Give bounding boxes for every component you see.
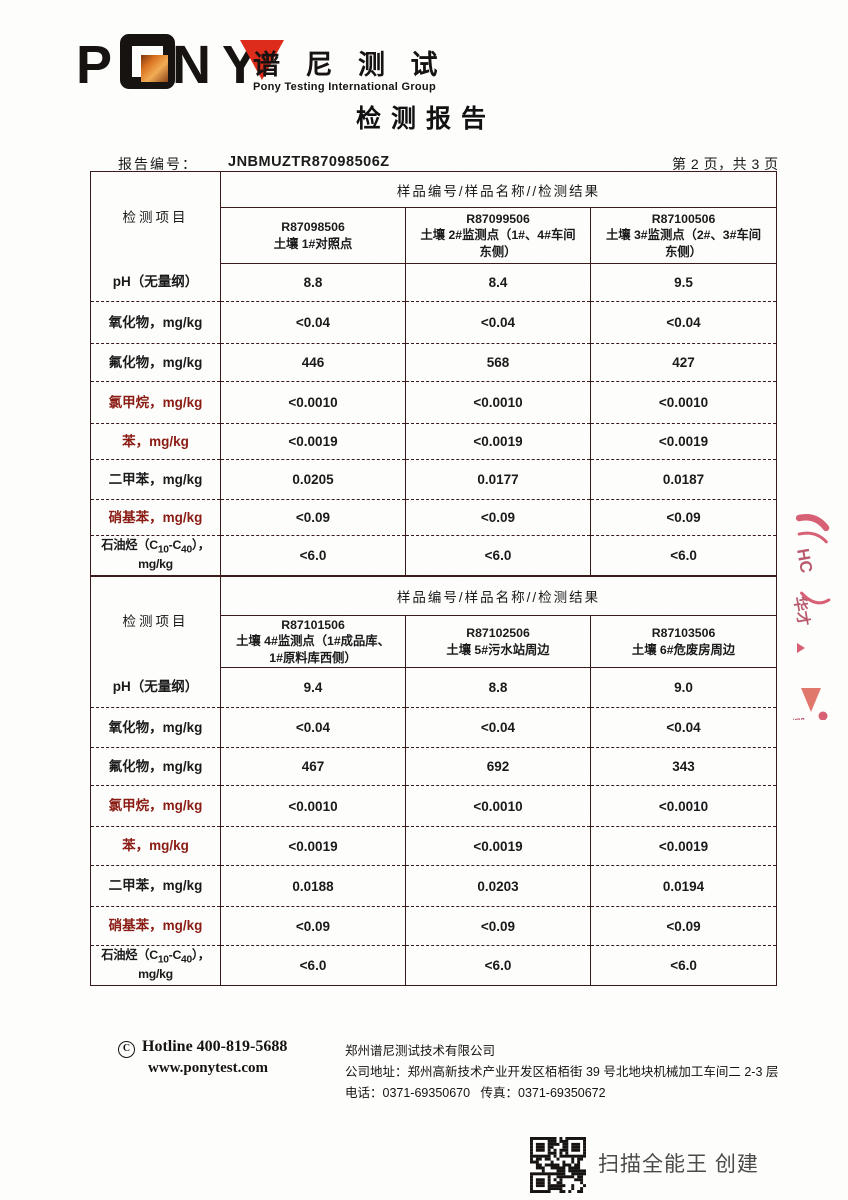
svg-text:员: 员: [793, 715, 807, 720]
svg-text:HC: HC: [793, 547, 816, 574]
